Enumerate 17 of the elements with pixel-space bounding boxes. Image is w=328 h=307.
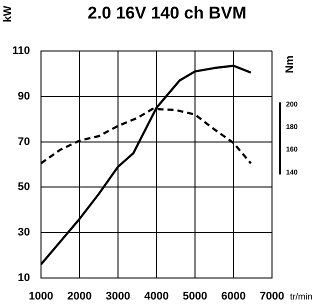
y-tick-label: 10: [18, 272, 30, 284]
x-axis-title: tr/min: [290, 291, 312, 302]
y2-axis-title: Nm: [284, 55, 296, 74]
y-tick-label: 70: [18, 136, 30, 148]
x-tick-label: 3000: [106, 290, 130, 303]
x-tick-label: 6000: [221, 290, 246, 303]
y-tick-label: 110: [12, 45, 30, 58]
x-tick-label: 1000: [28, 290, 54, 303]
x-tick-label: 2000: [67, 290, 92, 303]
y-axis-title: kW: [2, 5, 14, 22]
chart-title: 2.0 16V 140 ch BVM: [88, 4, 246, 23]
y-tick-label: 30: [18, 226, 30, 239]
x-tick-label: 4000: [144, 290, 169, 303]
y-tick-label: 90: [18, 90, 30, 102]
y-tick-label: 50: [18, 181, 30, 194]
x-tick-label: 7000: [260, 290, 284, 303]
x-tick-label: 5000: [182, 290, 208, 303]
